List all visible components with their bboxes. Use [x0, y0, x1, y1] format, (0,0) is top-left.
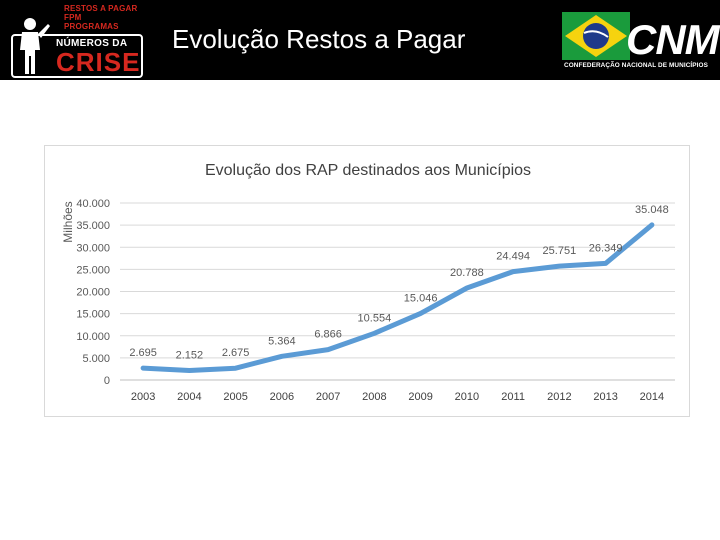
data-label: 15.046 [404, 292, 438, 304]
data-label: 26.349 [589, 242, 623, 254]
chart-title: Evolução dos RAP destinados aos Municípi… [204, 162, 532, 179]
x-tick-label: 2013 [593, 391, 617, 403]
logo-crise: CRISE [56, 47, 141, 77]
x-tick-label: 2010 [455, 391, 479, 403]
y-tick-label: 15.000 [76, 309, 110, 321]
x-tick-label: 2003 [131, 391, 155, 403]
y-tick-label: 10.000 [76, 331, 110, 343]
x-tick-label: 2006 [270, 391, 294, 403]
data-label: 2.675 [222, 347, 250, 359]
y-tick-label: 40.000 [76, 198, 110, 210]
cnm-subtitle: CONFEDERAÇÃO NACIONAL DE MUNICÍPIOS [564, 62, 708, 69]
x-tick-label: 2009 [408, 391, 432, 403]
series-line [140, 222, 655, 373]
y-tick-label: 5.000 [82, 353, 110, 365]
logo-topics: RESTOS A PAGAR FPM PROGRAMAS [64, 4, 137, 31]
x-tick-label: 2005 [223, 391, 247, 403]
x-tick-label: 2004 [177, 391, 201, 403]
y-tick-label: 20.000 [76, 287, 110, 299]
data-label: 2.695 [129, 347, 157, 359]
logo-topic-fpm: FPM [64, 13, 82, 22]
data-label: 6.866 [314, 329, 342, 341]
data-label: 5.364 [268, 335, 296, 347]
x-tick-label: 2007 [316, 391, 340, 403]
y-tick-label: 0 [104, 375, 110, 387]
chart-container: Evolução dos RAP destinados aos Municípi… [44, 145, 690, 417]
data-label: 20.788 [450, 267, 484, 279]
header-bar: RESTOS A PAGAR FPM PROGRAMAS NÚMEROS DA … [0, 0, 720, 80]
x-tick-label: 2008 [362, 391, 386, 403]
data-label: 35.048 [635, 204, 669, 216]
y-tick-label: 35.000 [76, 220, 110, 232]
logo-topic-restos: RESTOS A PAGAR [64, 4, 138, 13]
data-label: 25.751 [543, 245, 577, 257]
x-tick-label: 2012 [547, 391, 571, 403]
numeros-da-crise-logo: RESTOS A PAGAR FPM PROGRAMAS NÚMEROS DA … [8, 2, 143, 78]
brazil-flag-icon [562, 12, 630, 60]
megaphone-person-icon [20, 18, 50, 74]
data-label: 2.152 [176, 349, 204, 361]
x-tick-label: 2011 [501, 391, 525, 403]
data-label: 10.554 [358, 312, 392, 324]
logo-numeros-da: NÚMEROS DA [56, 38, 128, 49]
y-tick-label: 30.000 [76, 242, 110, 254]
cnm-wordmark: CNM [626, 16, 720, 63]
data-label: 24.494 [496, 251, 530, 263]
logo-topic-programas: PROGRAMAS [64, 22, 119, 31]
line-chart: 0 5.000 10.000 15.000 20.000 25.000 30.000 35.0… [76, 198, 675, 403]
y-tick-label: 25.000 [76, 264, 110, 276]
x-tick-label: 2014 [640, 391, 664, 403]
page-title: Evolução Restos a Pagar [172, 24, 466, 54]
cnm-logo: CNM CONFEDERAÇÃO NACIONAL DE MUNICÍPIOS [562, 8, 720, 74]
